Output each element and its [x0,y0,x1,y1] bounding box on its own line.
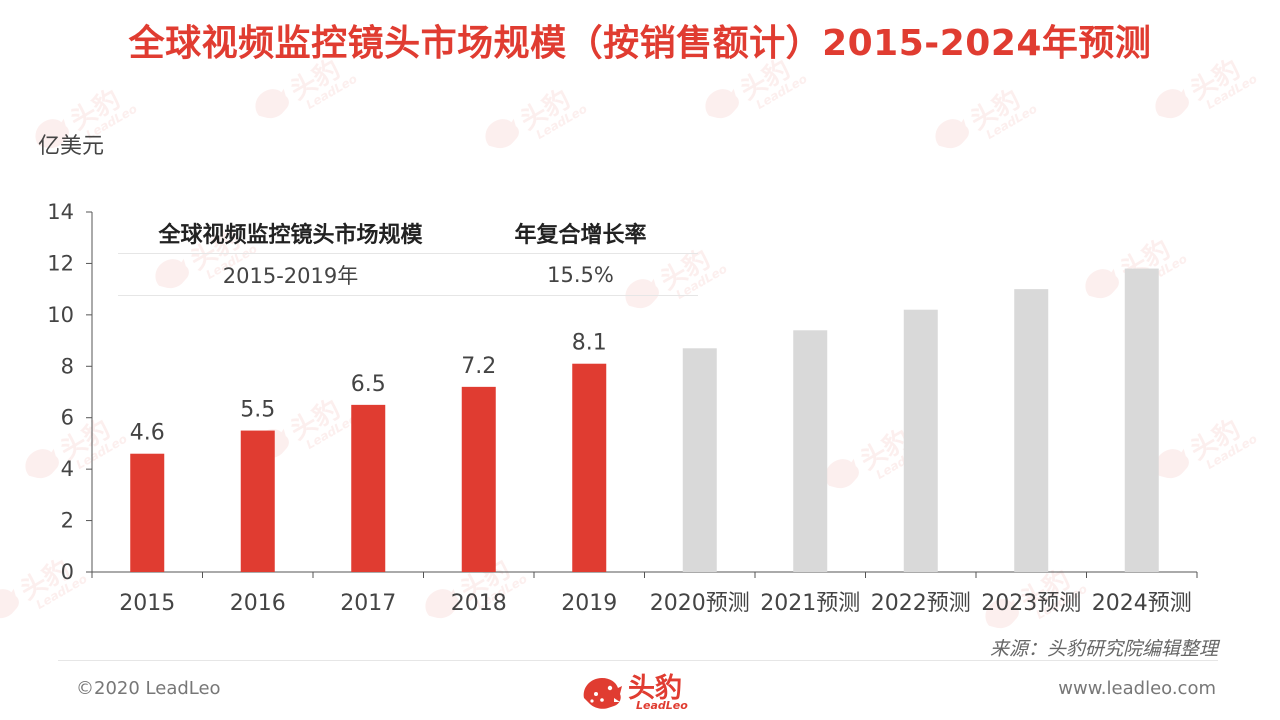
actual-bar [572,363,607,572]
forecast-bar [1014,289,1049,572]
y-tick-label: 10 [47,303,74,327]
cagr-period: 2015-2019年 [222,263,359,288]
y-tick-label: 4 [61,457,74,481]
x-tick-label: 2015 [119,591,175,616]
cagr-table: 全球视频监控镜头市场规模 年复合增长率 2015-2019年 15.5% [118,212,698,296]
cagr-table-header: 全球视频监控镜头市场规模 年复合增长率 [118,212,698,254]
y-tick-label: 6 [61,406,74,430]
actual-bar [461,386,496,572]
leopard-logo-icon [583,678,622,709]
forecast-bar [793,330,828,572]
y-tick-label: 12 [47,251,74,275]
x-tick-label: 2016 [230,591,286,616]
leadleo-logo: 头豹 LeadLeo [578,666,708,718]
logo-text-en: LeadLeo [636,699,688,712]
bar-value-label: 4.6 [130,421,165,446]
y-axis-unit-label: 亿美元 [38,134,105,159]
y-tick-label: 2 [61,509,74,533]
x-tick-label: 2018 [451,591,507,616]
bar-value-label: 5.5 [240,398,275,423]
forecast-bar [903,309,938,572]
y-tick-label: 0 [61,560,74,584]
logo-text-cn: 头豹 [628,673,682,704]
footer-divider [58,660,1218,661]
x-tick-label: 2024预测 [1092,591,1192,616]
y-tick-label: 14 [47,200,74,224]
forecast-bar [682,348,717,572]
cagr-value: 15.5% [547,262,614,287]
bar-value-label: 8.1 [572,331,607,356]
y-axis: 0 2 4 6 8 10 12 14 [47,200,93,584]
bar-value-label: 6.5 [351,372,386,397]
footer-copyright: ©2020 LeadLeo [76,678,221,699]
actual-bar [240,430,275,572]
page-title: 全球视频监控镜头市场规模（按销售额计）2015-2024年预测 [128,23,1152,64]
cagr-table-row: 2015-2019年 15.5% [118,254,698,296]
actual-bar [130,453,165,572]
x-tick-label: 2017 [340,591,396,616]
footer-website: www.leadleo.com [1058,678,1216,699]
cagr-header-growth-rate: 年复合增长率 [514,222,647,248]
x-tick-label: 2021预测 [760,591,860,616]
y-tick-label: 8 [61,354,74,378]
x-tick-label: 2019 [561,591,617,616]
x-axis: 2015 2016 2017 2018 2019 2020预测 2021预测 2022预测 20… [91,571,1198,616]
actual-bar [351,404,386,572]
source-note: 来源：头豹研究院编辑整理 [989,638,1218,660]
x-tick-label: 2023预测 [981,591,1081,616]
bar-series [130,268,1159,572]
forecast-bar [1124,268,1159,572]
bar-value-label: 7.2 [461,354,496,379]
x-tick-label: 2022预测 [871,591,971,616]
cagr-header-market-size: 全球视频监控镜头市场规模 [158,222,423,248]
data-label-group: 4.6 5.5 6.5 7.2 8.1 [130,331,607,446]
x-tick-label: 2020预测 [650,591,750,616]
